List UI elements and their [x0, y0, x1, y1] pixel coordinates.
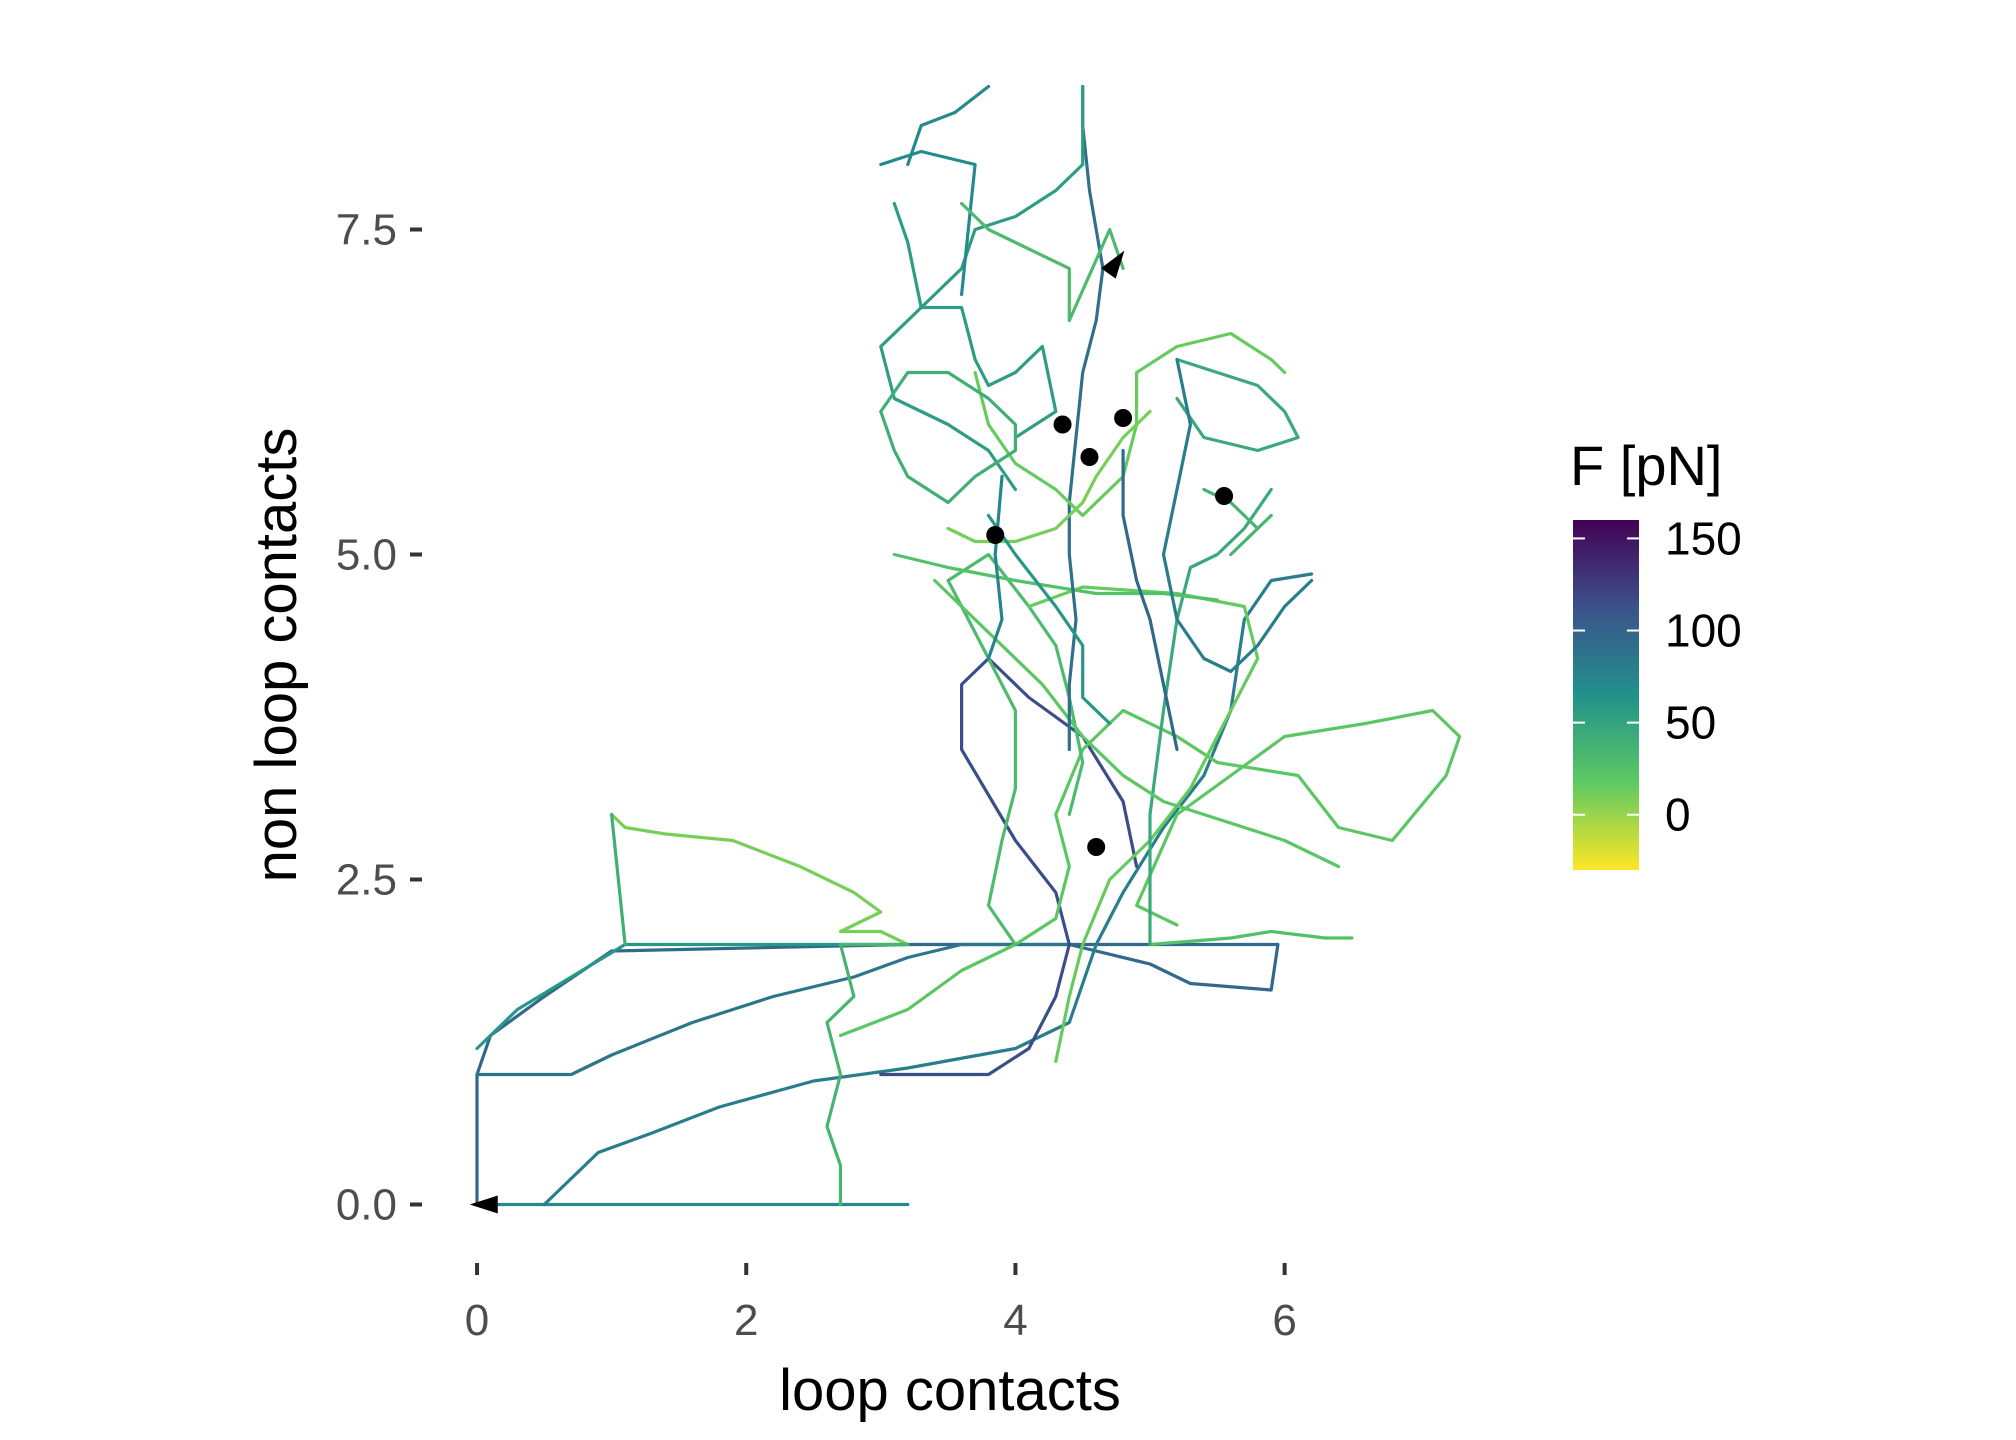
end-point-marker-4	[986, 526, 1005, 544]
x-tick-label: 6	[1272, 1296, 1296, 1345]
direction-arrow-2	[1100, 250, 1125, 279]
trajectory-line-13	[1148, 929, 1354, 947]
trajectory-line-8	[610, 812, 627, 947]
trajectory-line-29	[986, 513, 1112, 726]
trajectory-line-18	[879, 84, 1085, 492]
trajectory-line-6	[879, 656, 1139, 1077]
direction-arrow-1	[469, 1195, 498, 1214]
trajectory-line-14	[1148, 487, 1273, 947]
colorbar-tick-label: 0	[1665, 789, 1691, 841]
trajectory-line-2	[475, 942, 1280, 1207]
colorbar-legend: F [pN] 150 100 50 0	[1570, 434, 1742, 870]
y-axis: 0.0 2.5 5.0 7.5	[336, 206, 422, 1230]
arrow-layer	[469, 250, 1125, 1214]
trajectory-line-16	[933, 578, 1341, 869]
colorbar-tick-label: 100	[1665, 605, 1742, 657]
trajectory-line-17	[1067, 84, 1105, 752]
trajectory-line-4	[475, 942, 1071, 1077]
trajectory-line-22	[892, 201, 1058, 440]
trajectory-line-3	[542, 572, 1314, 1207]
trajectory-line-21	[960, 201, 1125, 323]
trajectory-line-7	[610, 812, 910, 947]
y-tick-label: 5.0	[336, 531, 397, 580]
trajectory-line-25	[1175, 357, 1300, 453]
y-axis-title: non loop contacts	[244, 428, 309, 883]
marker-layer	[986, 409, 1234, 856]
y-tick-label: 2.5	[336, 856, 397, 905]
trajectory-line-23	[973, 331, 1287, 518]
trajectory-line-19	[906, 84, 991, 167]
trajectory-line-30	[986, 474, 1004, 661]
end-point-marker-1	[1053, 415, 1072, 434]
plot-area	[475, 84, 1462, 1207]
end-point-marker-5	[1215, 487, 1234, 505]
trajectory-line-31	[1202, 487, 1273, 557]
trajectory-line-26	[1121, 448, 1179, 752]
trajectory-line-20	[879, 149, 977, 297]
y-tick-label: 7.5	[336, 206, 397, 255]
end-point-marker-6	[1087, 838, 1106, 856]
end-point-marker-3	[1114, 409, 1133, 427]
x-tick-label: 2	[734, 1296, 758, 1345]
x-axis-title: loop contacts	[779, 1358, 1121, 1423]
trajectory-line-10	[838, 708, 1462, 1038]
trajectory-line-24	[879, 370, 1017, 505]
colorbar-tick-label: 50	[1665, 697, 1716, 749]
colorbar-tick-label: 150	[1665, 512, 1742, 564]
colorbar	[1573, 520, 1639, 870]
trajectory-line-27	[1161, 357, 1314, 674]
y-tick-label: 0.0	[336, 1181, 397, 1230]
x-tick-label: 4	[1003, 1296, 1027, 1345]
x-tick-label: 0	[465, 1296, 489, 1345]
trajectory-line-28	[946, 409, 1152, 544]
legend-title: F [pN]	[1570, 434, 1722, 497]
trajectory-line-12	[1027, 585, 1260, 1064]
colorbar-ticks: 150 100 50 0	[1573, 512, 1742, 841]
end-point-marker-2	[1080, 448, 1099, 466]
x-axis: 0 2 4 6	[465, 1263, 1297, 1345]
trajectory-line-9	[825, 942, 910, 1207]
